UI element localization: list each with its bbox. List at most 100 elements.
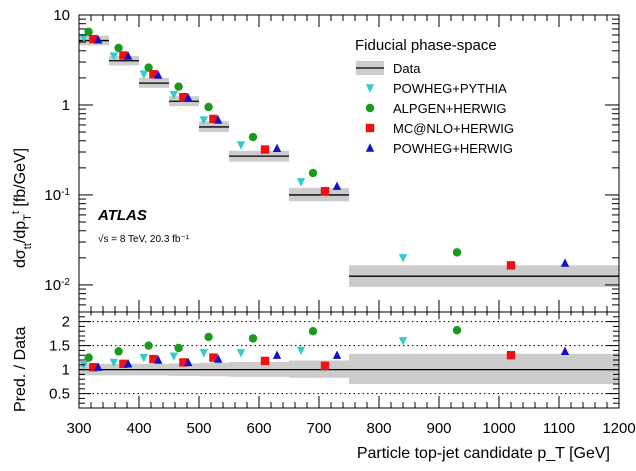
top-point-2-7 — [506, 261, 516, 270]
legend-marker-1 — [365, 103, 375, 113]
ratio-point-3-2 — [154, 355, 163, 364]
x-axis: 300 400 500 600 700 800 900 1000 1100 1200 — [66, 15, 636, 437]
ratio-point-0-5 — [236, 349, 246, 358]
top-point-1-0 — [84, 27, 93, 37]
ratio-point-0-6 — [296, 346, 306, 356]
top-point-0-2 — [139, 70, 148, 79]
x-tick-label-2: 500 — [186, 420, 211, 437]
legend-title: Fiducial phase-space — [355, 37, 497, 54]
legend-label-3: POWHEG+HERWIG — [393, 141, 513, 156]
top-y-tick-label-1: 10-1 — [44, 186, 70, 204]
legend-marker-3 — [365, 143, 375, 152]
ratio-point-1-6 — [308, 327, 318, 336]
ratio-y-axis-title: Pred. / Data — [12, 327, 29, 412]
x-tick-label-4: 700 — [306, 420, 331, 437]
top-point-3-1 — [124, 51, 133, 60]
legend-label-0: POWHEG+PYTHIA — [393, 81, 507, 96]
ratio-point-3-5 — [272, 350, 282, 359]
top-point-2-4 — [209, 114, 218, 124]
top-point-1-5 — [248, 132, 258, 142]
top-point-3-2 — [154, 70, 163, 79]
top-point-2-1 — [119, 51, 128, 60]
top-panel: 10-2 10-1 1 10 — [44, 7, 620, 313]
legend-label-2: MC@NLO+HERWIG — [393, 121, 514, 136]
ratio-point-0-2 — [139, 353, 148, 363]
top-point-0-6 — [296, 178, 306, 187]
atlas-label: ATLAS — [97, 207, 147, 224]
ratio-point-2-6 — [320, 361, 330, 370]
x-tick-label-9: 1200 — [602, 420, 635, 437]
top-point-0-0 — [79, 33, 88, 43]
ratio-y-tick-label-0: 0.5 — [49, 386, 70, 403]
legend-label-data: Data — [393, 61, 421, 76]
legend-marker-2 — [365, 123, 375, 133]
ratio-point-0-7 — [398, 337, 408, 346]
top-point-1-4 — [204, 102, 213, 112]
top-y-axis-title: dσtt/dpTt [fb/GeV] — [10, 148, 34, 268]
ratio-y-tick-label-3: 2 — [62, 314, 70, 331]
ratio-point-0-1 — [109, 358, 118, 368]
energy-lumi-label: √s = 8 TeV, 20.3 fb⁻¹ — [98, 233, 190, 245]
x-tick-label-7: 1000 — [482, 420, 515, 437]
top-y-tick-label-2: 1 — [62, 97, 70, 114]
top-point-1-6 — [308, 168, 318, 178]
top-point-2-0 — [89, 34, 98, 44]
top-point-2-2 — [149, 69, 158, 79]
ratio-point-3-0 — [94, 362, 103, 371]
top-point-3-7 — [560, 258, 570, 267]
x-tick-label-8: 1100 — [543, 420, 575, 437]
top-y-tick-label-0: 10-2 — [44, 276, 70, 294]
x-tick-label-6: 900 — [426, 420, 451, 437]
top-point-3-0 — [94, 35, 103, 44]
ratio-point-2-2 — [149, 354, 158, 364]
top-point-0-5 — [236, 141, 246, 150]
ratio-point-3-1 — [124, 359, 133, 368]
top-point-0-4 — [199, 116, 208, 125]
top-point-0-1 — [109, 52, 118, 61]
ratio-point-1-3 — [174, 343, 183, 353]
ratio-point-3-3 — [184, 357, 193, 367]
ratio-point-2-0 — [89, 363, 98, 372]
ratio-point-1-7 — [452, 326, 462, 335]
x-tick-label-0: 300 — [66, 420, 91, 437]
ratio-band-7 — [349, 353, 619, 384]
ratio-point-3-4 — [214, 354, 223, 363]
top-point-3-3 — [184, 93, 193, 102]
ratio-point-2-3 — [179, 358, 188, 367]
top-point-2-6 — [320, 187, 330, 196]
top-point-3-4 — [214, 115, 223, 124]
x-tick-label-5: 800 — [366, 420, 391, 437]
top-point-1-7 — [452, 248, 462, 257]
x-tick-label-1: 400 — [126, 420, 151, 437]
ratio-y-tick-label-1: 1 — [62, 362, 70, 379]
top-point-2-3 — [179, 93, 188, 102]
x-tick-label-3: 600 — [246, 420, 271, 437]
ratio-point-3-7 — [560, 346, 570, 356]
ratio-panel: 0.5 1 1.5 2 — [49, 311, 620, 409]
legend-label-1: ALPGEN+HERWIG — [393, 101, 507, 116]
top-point-1-3 — [174, 82, 183, 91]
top-point-3-6 — [332, 181, 342, 190]
ratio-point-1-1 — [114, 347, 123, 356]
top-point-2-5 — [260, 145, 270, 154]
ratio-point-1-5 — [248, 334, 258, 343]
ratio-y-tick-label-2: 1.5 — [49, 338, 70, 355]
top-point-1-2 — [144, 63, 153, 72]
ratio-point-2-4 — [209, 353, 218, 362]
ratio-point-2-7 — [506, 351, 516, 360]
ratio-point-2-1 — [119, 359, 128, 369]
ratio-point-1-2 — [144, 341, 153, 350]
top-point-1-1 — [114, 43, 123, 53]
top-point-0-7 — [398, 254, 408, 263]
x-axis-title: Particle top-jet candidate p_T [GeV] — [357, 445, 610, 462]
ratio-point-2-5 — [260, 356, 270, 366]
top-point-0-3 — [169, 91, 178, 100]
top-point-3-5 — [272, 143, 282, 152]
ratio-point-0-3 — [169, 352, 178, 361]
ratio-point-1-0 — [84, 353, 93, 362]
ratio-point-0-4 — [199, 349, 208, 358]
ratio-point-1-4 — [204, 332, 213, 342]
ratio-point-3-6 — [332, 350, 342, 359]
legend: Fiducial phase-space Data POWHEG+PYTHIA AL… — [355, 37, 514, 156]
